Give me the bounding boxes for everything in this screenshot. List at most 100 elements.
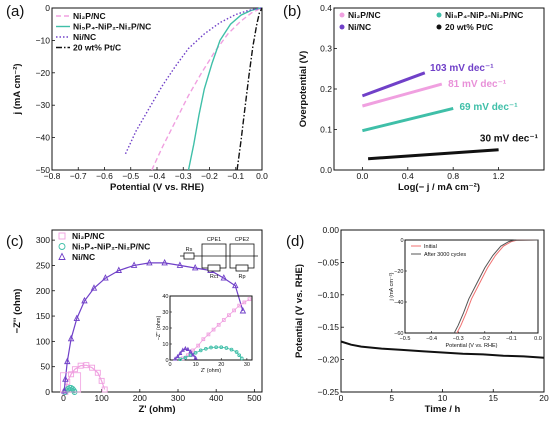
- x-tick-label: 0.4: [402, 171, 414, 181]
- inset-x-label: Potential (V vs. RHE): [446, 343, 498, 349]
- legend-label-2: Ni/NC: [73, 32, 96, 42]
- inset-lsv-0: [456, 239, 539, 334]
- x-tick-label: 10: [438, 393, 448, 403]
- inset-x-label: Z' (ohm): [201, 368, 221, 374]
- inset-point-0-3: [196, 343, 201, 348]
- y-tick-label: 0.0: [320, 165, 332, 175]
- inset-point-1-1: [183, 355, 188, 360]
- inset-lsv-1: [453, 239, 539, 334]
- x-tick-label: 200: [133, 393, 147, 403]
- x-tick-label: 100: [95, 393, 109, 403]
- x-axis-label: Time / h: [425, 404, 461, 415]
- legend-label-0: Ni₂P/NC: [72, 231, 105, 241]
- x-tick-label: 400: [209, 393, 223, 403]
- inset-point-1-3: [193, 350, 198, 355]
- inset-x-tick-label: −0.3: [453, 336, 464, 342]
- legend-marker-2: [58, 252, 66, 260]
- series-line-2: [124, 7, 263, 155]
- x-tick-label: 0: [339, 393, 344, 403]
- inset-x-tick-label: −0.4: [426, 336, 437, 342]
- legend-label-2: Ni/NC: [348, 22, 371, 32]
- rct-resistor: [207, 264, 221, 272]
- y-tick-label: 200: [36, 286, 50, 296]
- panel-d-inset: −0.5 −0.4 −0.3 −0.2 −0.1 0.0 0 −20 −40 −60 Initial…: [389, 238, 542, 349]
- inset-point-0-4: [201, 337, 206, 342]
- y-tick-label: 0.00: [322, 225, 339, 235]
- x-tick-label: 500: [247, 393, 261, 403]
- inset-x-tick-label: −0.2: [479, 336, 490, 342]
- inset-x-tick-label: −0.5: [400, 336, 411, 342]
- inset-frame: [404, 239, 539, 334]
- y-axis-label: j (mA cm⁻²): [12, 63, 23, 115]
- x-tick-label: 0.8: [447, 171, 459, 181]
- inset-point-1-13: [239, 356, 244, 361]
- tafel-label-3: 30 mV dec⁻¹: [480, 134, 539, 145]
- panel-c-frame: [51, 229, 263, 393]
- panel-d: 0 5 10 15 200.00−0.05−0.10−0.15−0.20−0.25Tim…: [286, 225, 549, 415]
- panel-b-frame: [333, 7, 545, 171]
- x-tick-label: 15: [489, 393, 499, 403]
- rp-resistor: [235, 264, 249, 272]
- data-point-0-3: [71, 366, 78, 373]
- tafel-label-1: 69 mV dec⁻¹: [459, 102, 518, 113]
- panel-label: (d): [286, 233, 304, 250]
- series-line-1: [187, 7, 263, 171]
- data-point-0-8: [98, 377, 105, 384]
- inset-point-0-8: [221, 318, 226, 322]
- y-tick-label: 0: [45, 3, 50, 13]
- data-point-1-5: [69, 386, 76, 392]
- inset-y-tick-label: 10: [162, 342, 168, 348]
- inset-y-tick-label: −20: [394, 269, 403, 275]
- fit-line-0: [64, 364, 106, 393]
- y-tick-label: −0.10: [317, 290, 339, 300]
- inset-y-label: −Z'' (ohm): [156, 316, 162, 341]
- x-tick-label: −0.1: [227, 171, 244, 181]
- x-tick-label: 5: [389, 393, 394, 403]
- x-tick-label: −0.3: [175, 171, 192, 181]
- inset-x-tick-label: 30: [244, 362, 250, 368]
- inset-y-tick-label: 0: [400, 238, 403, 244]
- tafel-label-0: 81 mV dec⁻¹: [448, 79, 507, 90]
- cpe1-label: CPE1: [207, 237, 221, 243]
- inset-fit-1: [180, 346, 243, 360]
- data-point-2-0: [60, 386, 68, 394]
- panel-b: 0.0 0.4 0.8 1.2 0.0 0.1 0.2 0.3 0.4 81 mV dec⁻¹ 69…: [283, 3, 545, 193]
- data-point-0-2: [68, 371, 75, 378]
- inset-y-tick-label: −60: [394, 331, 403, 337]
- y-tick-label: 0: [45, 387, 50, 397]
- y-tick-label: −50: [36, 165, 51, 175]
- rp-label: Rp: [238, 274, 245, 280]
- inset-point-1-10: [229, 347, 234, 352]
- data-point-0-6: [89, 364, 96, 371]
- x-tick-label: 0: [61, 393, 66, 403]
- tafel-line-1: [362, 106, 454, 133]
- data-point-0-7: [94, 369, 101, 376]
- y-tick-label: −20: [36, 68, 51, 78]
- inset-point-1-11: [234, 350, 239, 354]
- inset-y-tick-label: 0: [165, 358, 168, 364]
- inset-legend-label-0: Initial: [424, 244, 437, 250]
- x-tick-label: 0.0: [356, 171, 368, 181]
- inset-y-tick-label: −40: [394, 300, 403, 306]
- x-tick-label: 0.0: [256, 171, 268, 181]
- inset-point-2-4: [183, 345, 188, 351]
- legend-marker-0: [58, 232, 66, 240]
- x-tick-label: −0.2: [201, 171, 218, 181]
- legend-label-1: Ni₅P₄-NiP₂-Ni₂P/NC: [445, 10, 523, 20]
- inset-x-tick-label: 0.0: [534, 336, 542, 342]
- tafel-label-2: 103 mV dec⁻¹: [430, 63, 494, 74]
- x-tick-label: −0.4: [149, 171, 166, 181]
- rct-label: Rct: [210, 274, 219, 280]
- y-tick-label: −40: [36, 133, 51, 143]
- inset-legend-label-1: After 3000 cycles: [424, 252, 466, 258]
- y-tick-label: 250: [36, 260, 50, 270]
- inset-x-tick-label: 10: [193, 362, 199, 368]
- rs-resistor: [183, 252, 195, 260]
- fit-line-2: [63, 262, 244, 392]
- x-tick-label: −0.6: [96, 171, 113, 181]
- legend-marker-2: [339, 24, 345, 30]
- legend-label-3: 20 wt% Pt/C: [445, 22, 493, 32]
